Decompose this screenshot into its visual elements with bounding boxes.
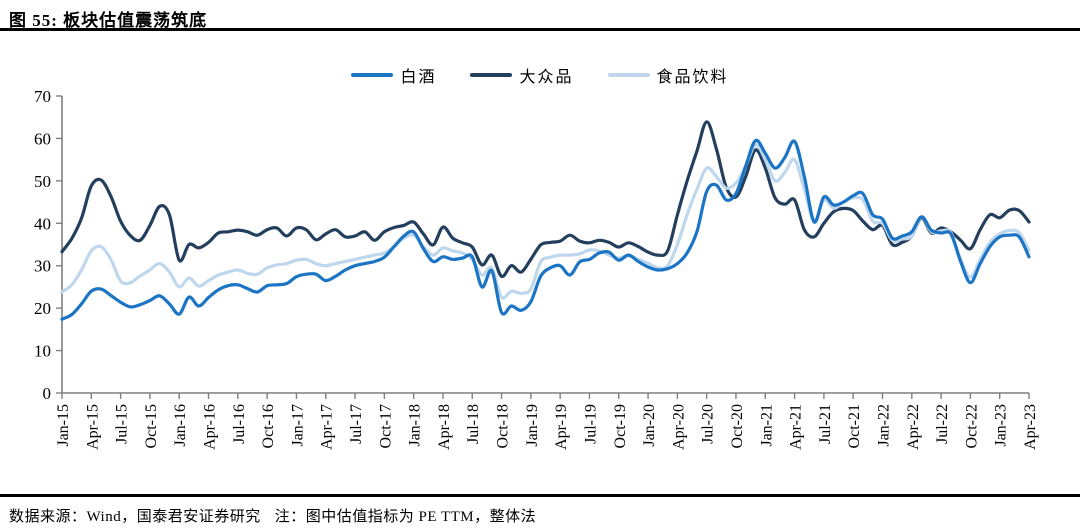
x-tick-label: Oct-21 (846, 404, 863, 448)
x-tick-label: Apr-17 (319, 404, 336, 450)
x-tick-label: Jan-20 (641, 404, 658, 447)
chart-legend: 白酒 大众品 食品饮料 (0, 63, 1080, 87)
line-baijiu (60, 138, 1031, 321)
x-tick-label: Jul-22 (934, 404, 951, 444)
x-tick-label: Oct-22 (963, 404, 980, 448)
x-tick-label: Apr-20 (670, 404, 687, 450)
x-tick-label: Apr-22 (905, 404, 922, 450)
x-tick-label: Oct-17 (377, 404, 394, 448)
figure-title-bar: 图 55: 板块估值震荡筑底 (0, 0, 1080, 31)
line-dazhongpin (60, 120, 1031, 278)
x-tick-label: Jan-21 (758, 404, 775, 447)
legend-line-swatch-baijiu (351, 73, 394, 77)
x-tick-label: Jan-22 (875, 404, 892, 447)
footer-bar: 数据来源：Wind，国泰君安证券研究 注：图中估值指标为 PE TTM，整体法 (0, 494, 1080, 531)
x-tick-label: Jan-18 (407, 404, 424, 447)
legend-label-shipinyinliao: 食品饮料 (656, 69, 729, 86)
x-tick-label: Jul-21 (817, 404, 834, 444)
legend-line-swatch-dazhongpin (470, 73, 513, 77)
legend-label-dazhongpin: 大众品 (519, 69, 574, 86)
legend-line-swatch-shipinyinliao (607, 73, 650, 77)
legend-item-baijiu: 白酒 (351, 63, 436, 87)
x-tick-label: Jan-15 (55, 404, 72, 447)
x-tick-label: Apr-16 (202, 404, 219, 450)
x-tick-label: Jan-23 (993, 404, 1010, 447)
x-tick-label: Apr-21 (788, 404, 805, 450)
note-text: 注：图中估值指标为 PE TTM，整体法 (274, 509, 537, 525)
x-tick-label: Oct-20 (729, 404, 746, 448)
legend-item-dazhongpin: 大众品 (470, 63, 573, 87)
x-tick-label: Oct-19 (612, 404, 629, 448)
y-tick-label: 40 (34, 214, 51, 233)
x-tick-label: Apr-19 (553, 404, 570, 450)
x-tick-label: Oct-18 (495, 404, 512, 448)
x-tick-label: Jan-16 (172, 404, 189, 447)
x-tick-label: Apr-23 (1022, 404, 1039, 450)
x-tick-label: Oct-16 (260, 404, 277, 448)
x-tick-label: Jul-15 (114, 404, 131, 444)
x-tick-label: Jul-17 (348, 404, 365, 444)
figure-title: 图 55: 板块估值震荡筑底 (9, 11, 208, 30)
y-tick-label: 10 (34, 342, 51, 361)
y-tick-label: 30 (34, 257, 51, 276)
x-tick-label: Jan-17 (289, 404, 306, 447)
legend-label-baijiu: 白酒 (400, 69, 437, 86)
x-tick-label: Jul-16 (231, 404, 248, 444)
y-tick-label: 0 (43, 384, 52, 403)
x-tick-label: Oct-15 (143, 404, 160, 448)
y-tick-label: 70 (34, 87, 51, 106)
y-tick-label: 50 (34, 172, 51, 191)
y-tick-label: 60 (34, 129, 51, 148)
y-tick-label: 20 (34, 299, 51, 318)
legend-item-shipinyinliao: 食品饮料 (607, 63, 729, 87)
x-tick-label: Jul-18 (465, 404, 482, 444)
line-shipinyinliao (60, 143, 1031, 300)
x-tick-label: Jan-19 (524, 404, 541, 447)
x-tick-label: Jul-19 (582, 404, 599, 444)
source-note: 数据来源：Wind，国泰君安证券研究 注：图中估值指标为 PE TTM，整体法 (9, 505, 536, 526)
x-tick-label: Jul-20 (700, 404, 717, 444)
x-tick-label: Apr-18 (436, 404, 453, 450)
data-source-text: 数据来源：Wind，国泰君安证券研究 (9, 509, 261, 525)
x-tick-label: Apr-15 (84, 404, 101, 450)
